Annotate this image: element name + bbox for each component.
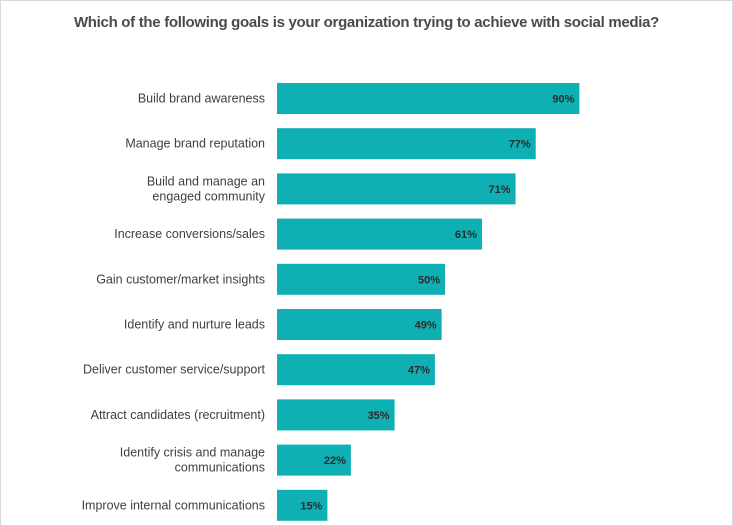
bar-7 bbox=[277, 354, 435, 386]
value-label-6: 49% bbox=[415, 320, 437, 332]
bar-4 bbox=[277, 218, 482, 250]
value-label-1: 90% bbox=[552, 94, 574, 106]
value-label-3: 71% bbox=[489, 184, 511, 196]
bar-5 bbox=[277, 263, 445, 295]
category-label-7: Deliver customer service/support bbox=[83, 363, 266, 377]
category-label-5: Gain customer/market insights bbox=[96, 272, 265, 286]
bar-9 bbox=[277, 444, 351, 476]
value-label-8: 35% bbox=[368, 410, 390, 422]
bar-8 bbox=[277, 399, 395, 431]
value-label-4: 61% bbox=[455, 229, 477, 241]
category-label-10: Improve internal communications bbox=[82, 498, 265, 512]
category-label-3: Build and manage an engaged community bbox=[147, 174, 266, 203]
bar-1 bbox=[277, 83, 580, 114]
value-label-5: 50% bbox=[418, 274, 440, 286]
category-label-1: Build brand awareness bbox=[138, 92, 265, 106]
chart-title: Which of the following goals is your org… bbox=[73, 14, 660, 31]
category-label-4: Increase conversions/sales bbox=[114, 227, 265, 241]
category-label-8: Attract candidates (recruitment) bbox=[91, 408, 265, 422]
value-label-7: 47% bbox=[408, 365, 430, 377]
category-label-9: Identify crisis and manage communications bbox=[120, 446, 265, 475]
value-label-2: 77% bbox=[509, 139, 531, 151]
bar-6 bbox=[277, 309, 442, 340]
value-label-9: 22% bbox=[324, 455, 346, 467]
bar-3 bbox=[277, 173, 516, 205]
category-label-6: Identify and nurture leads bbox=[124, 318, 265, 332]
value-label-10: 15% bbox=[300, 500, 322, 512]
category-label-2: Manage brand reputation bbox=[125, 137, 265, 151]
bar-2 bbox=[277, 128, 536, 160]
bar-10 bbox=[277, 489, 328, 521]
